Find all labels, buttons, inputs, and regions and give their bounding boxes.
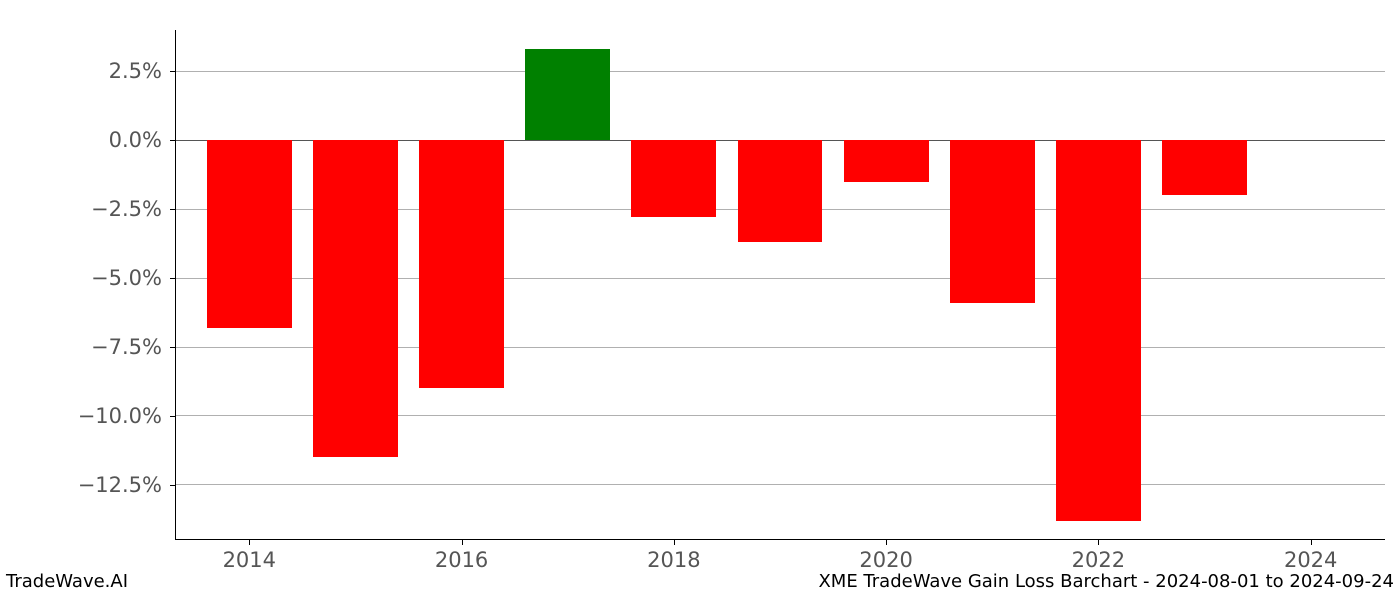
axis-spine-bottom bbox=[175, 539, 1385, 540]
chart-root: TradeWave.AI XME TradeWave Gain Loss Bar… bbox=[0, 0, 1400, 600]
x-tick-label: 2018 bbox=[647, 548, 700, 572]
y-tick-mark bbox=[170, 71, 175, 72]
y-tick-mark bbox=[170, 209, 175, 210]
plot-area bbox=[175, 30, 1385, 540]
y-tick-label: −12.5% bbox=[0, 473, 162, 497]
x-tick-mark bbox=[1311, 540, 1312, 545]
x-tick-mark bbox=[674, 540, 675, 545]
bar bbox=[313, 140, 398, 457]
x-tick-label: 2020 bbox=[859, 548, 912, 572]
footer-right-label: XME TradeWave Gain Loss Barchart - 2024-… bbox=[818, 571, 1394, 592]
y-tick-label: −5.0% bbox=[0, 266, 162, 290]
y-tick-label: 0.0% bbox=[0, 128, 162, 152]
x-tick-mark bbox=[462, 540, 463, 545]
y-gridline bbox=[175, 484, 1385, 485]
y-tick-label: −7.5% bbox=[0, 335, 162, 359]
x-tick-mark bbox=[249, 540, 250, 545]
y-tick-mark bbox=[170, 140, 175, 141]
bar bbox=[419, 140, 504, 388]
bar bbox=[1056, 140, 1141, 520]
y-tick-mark bbox=[170, 278, 175, 279]
bar bbox=[1162, 140, 1247, 195]
y-gridline bbox=[175, 71, 1385, 72]
y-tick-mark bbox=[170, 416, 175, 417]
bar bbox=[950, 140, 1035, 303]
axis-spine-left bbox=[175, 30, 176, 540]
bar bbox=[844, 140, 929, 181]
bar bbox=[525, 49, 610, 140]
x-tick-mark bbox=[1098, 540, 1099, 545]
y-tick-label: 2.5% bbox=[0, 59, 162, 83]
x-tick-mark bbox=[886, 540, 887, 545]
footer-left-label: TradeWave.AI bbox=[6, 571, 128, 592]
y-tick-label: −2.5% bbox=[0, 197, 162, 221]
x-tick-label: 2024 bbox=[1284, 548, 1337, 572]
y-tick-mark bbox=[170, 485, 175, 486]
plot-inner bbox=[175, 30, 1385, 540]
bar bbox=[207, 140, 292, 327]
x-tick-label: 2016 bbox=[435, 548, 488, 572]
bar bbox=[631, 140, 716, 217]
bar bbox=[738, 140, 823, 242]
x-tick-label: 2014 bbox=[223, 548, 276, 572]
x-tick-label: 2022 bbox=[1072, 548, 1125, 572]
y-tick-label: −10.0% bbox=[0, 404, 162, 428]
y-tick-mark bbox=[170, 347, 175, 348]
